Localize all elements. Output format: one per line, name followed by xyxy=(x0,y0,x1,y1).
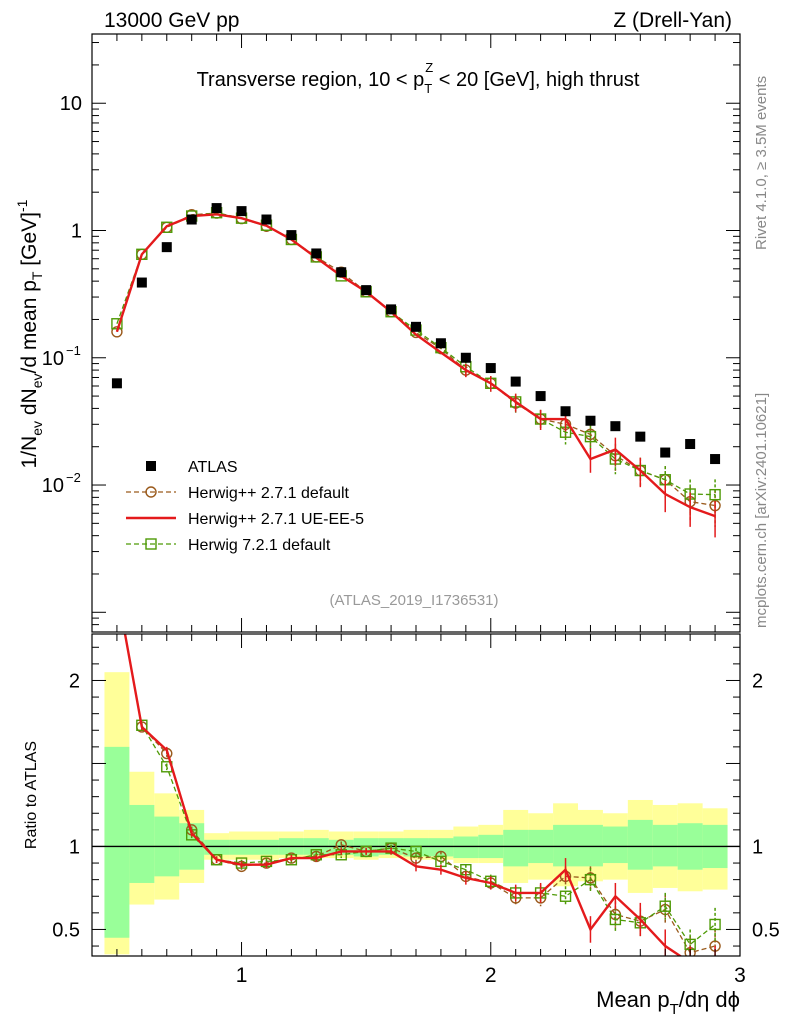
main-data-point xyxy=(709,488,721,501)
main-data-point xyxy=(610,421,621,432)
x-tick-label: 2 xyxy=(485,964,497,987)
ratio-uncertainty-bands xyxy=(92,672,740,955)
ratio-data-point xyxy=(584,873,597,886)
ratio-data-point xyxy=(609,913,622,926)
main-data-point xyxy=(111,378,122,389)
legend-marker xyxy=(145,486,157,498)
ratio-stat-band xyxy=(104,746,130,938)
main-y-tick-label: 10 xyxy=(42,348,64,370)
main-data-point xyxy=(535,391,546,402)
ratio-y-tick-label: 0.5 xyxy=(52,919,80,941)
main-data-point xyxy=(211,203,222,214)
ratio-stat-band xyxy=(503,829,529,867)
main-data-point xyxy=(685,439,696,450)
main-data-point xyxy=(136,277,147,288)
ratio-y-tick-label: 2 xyxy=(69,670,80,692)
main-data-point xyxy=(710,454,721,465)
header-right: Z (Drell-Yan) xyxy=(613,9,732,32)
ratio-y-axis-label: Ratio to ATLAS xyxy=(23,741,40,849)
main-y-tick-label: 10 xyxy=(60,93,82,115)
main-data-point xyxy=(136,248,148,261)
x-tick-label: 1 xyxy=(236,964,248,987)
main-data-point xyxy=(510,376,521,387)
ratio-y-tick-label-right: 0.5 xyxy=(752,919,780,941)
ratio-stat-band xyxy=(453,836,479,859)
main-data-point xyxy=(435,338,446,349)
ratio-plot-panel: 1 2 30.5 0.51 12 2 Ratio to ATLAS Mean pT/dη … xyxy=(23,633,780,1018)
x-tick-label: 3 xyxy=(734,964,746,987)
main-data-point xyxy=(261,214,272,225)
main-data-point xyxy=(485,363,496,374)
main-data-point xyxy=(186,214,197,225)
main-data-point xyxy=(236,206,247,217)
header-left: 13000 GeV pp xyxy=(104,9,239,32)
ratio-data-point xyxy=(559,890,572,902)
main-y-tick-exponent: −1 xyxy=(66,343,81,358)
ratio-stat-band xyxy=(627,819,653,870)
main-data-point xyxy=(660,447,671,458)
ratio-data-point xyxy=(659,900,671,912)
main-data-point xyxy=(311,248,322,259)
ratio-stat-band xyxy=(229,839,254,855)
main-data-layer xyxy=(111,203,721,538)
ratio-y-tick-label-right: 1 xyxy=(752,836,763,858)
legend-label: Herwig 7.2.1 default xyxy=(188,537,331,554)
main-data-point xyxy=(286,230,297,241)
ratio-stat-band xyxy=(204,839,230,855)
main-data-point xyxy=(584,430,597,443)
main-data-point xyxy=(161,242,172,253)
main-y-axis-label: 1/Nev dNev/d mean pT [GeV]-1 xyxy=(14,199,45,468)
analysis-id-label: (ATLAS_2019_I1736531) xyxy=(329,592,498,609)
legend-marker xyxy=(145,538,157,550)
ratio-stat-band xyxy=(578,824,603,867)
ratio-data-point xyxy=(410,845,422,858)
main-y-tick-label: 10 xyxy=(42,475,64,497)
legend: ATLAS Herwig++ 2.7.1 default Herwig++ 2.7.… xyxy=(126,459,364,554)
ratio-y-tick-label-right: 2 xyxy=(752,670,763,692)
ratio-data-point xyxy=(709,918,721,931)
ratio-stat-band xyxy=(254,839,279,855)
main-y-tick-label: 1 xyxy=(71,221,82,243)
main-data-point xyxy=(361,285,372,296)
main-data-point xyxy=(386,304,397,315)
legend-label: Herwig++ 2.7.1 UE-EE-5 xyxy=(188,511,364,528)
ratio-stat-band xyxy=(129,804,155,883)
legend-label: ATLAS xyxy=(188,459,238,476)
main-y-tick-exponent: −2 xyxy=(66,470,81,485)
ratio-stat-band xyxy=(428,838,454,857)
main-data-point xyxy=(336,267,347,278)
main-data-point xyxy=(111,326,123,338)
ratio-axes-layer: 1 2 3 0.5 0.5 1 1 2 2 xyxy=(52,634,780,987)
legend-label: Herwig++ 2.7.1 default xyxy=(188,485,350,502)
legend-marker xyxy=(146,461,156,471)
main-data-point xyxy=(460,352,471,363)
ratio-stat-band xyxy=(652,824,678,867)
main-data-point xyxy=(161,221,173,233)
ratio-stat-band xyxy=(602,826,628,864)
mcplots-source-label: mcplots.cern.ch [arXiv:2401.10621] xyxy=(753,393,770,628)
main-data-point xyxy=(560,406,571,417)
main-data-point xyxy=(585,415,596,426)
main-data-point xyxy=(635,431,646,442)
ratio-stat-band xyxy=(403,838,429,857)
rivet-version-label: Rivet 4.1.0, ≥ 3.5M events xyxy=(753,76,770,250)
main-data-point xyxy=(411,321,421,332)
ratio-y-tick-label: 1 xyxy=(69,836,80,858)
